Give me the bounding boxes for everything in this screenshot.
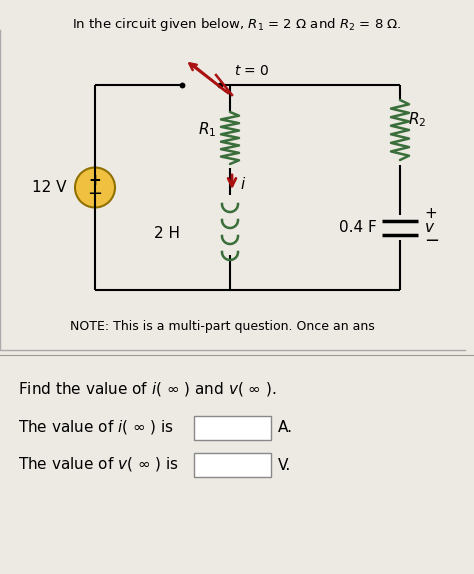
Text: 12 V: 12 V — [33, 180, 67, 195]
Text: $t$ = 0: $t$ = 0 — [234, 64, 270, 78]
Text: $i$: $i$ — [240, 176, 246, 192]
Text: The value of $i$( ∞ ) is: The value of $i$( ∞ ) is — [18, 418, 174, 436]
Text: $R_2$: $R_2$ — [408, 111, 426, 129]
Text: 2 H: 2 H — [154, 226, 180, 241]
Text: Find the value of $i$( ∞ ) and $v$( ∞ ).: Find the value of $i$( ∞ ) and $v$( ∞ ). — [18, 380, 277, 398]
Circle shape — [75, 168, 115, 207]
Text: −: − — [424, 232, 439, 250]
Text: The value of $v$( ∞ ) is: The value of $v$( ∞ ) is — [18, 455, 179, 473]
Text: +: + — [424, 207, 437, 222]
Text: 0.4 F: 0.4 F — [339, 220, 377, 235]
Text: −: − — [87, 184, 102, 203]
FancyBboxPatch shape — [194, 453, 271, 477]
Text: NOTE: This is a multi-part question. Once an ans: NOTE: This is a multi-part question. Onc… — [70, 320, 375, 333]
Text: V.: V. — [278, 457, 291, 472]
Text: +: + — [89, 173, 101, 188]
Text: $v$: $v$ — [424, 220, 435, 235]
FancyBboxPatch shape — [194, 416, 271, 440]
Text: $R_1$: $R_1$ — [198, 121, 216, 139]
Text: In the circuit given below, $R_1$ = 2 Ω and $R_2$ = 8 Ω.: In the circuit given below, $R_1$ = 2 Ω … — [72, 16, 402, 33]
Text: A.: A. — [278, 421, 293, 436]
